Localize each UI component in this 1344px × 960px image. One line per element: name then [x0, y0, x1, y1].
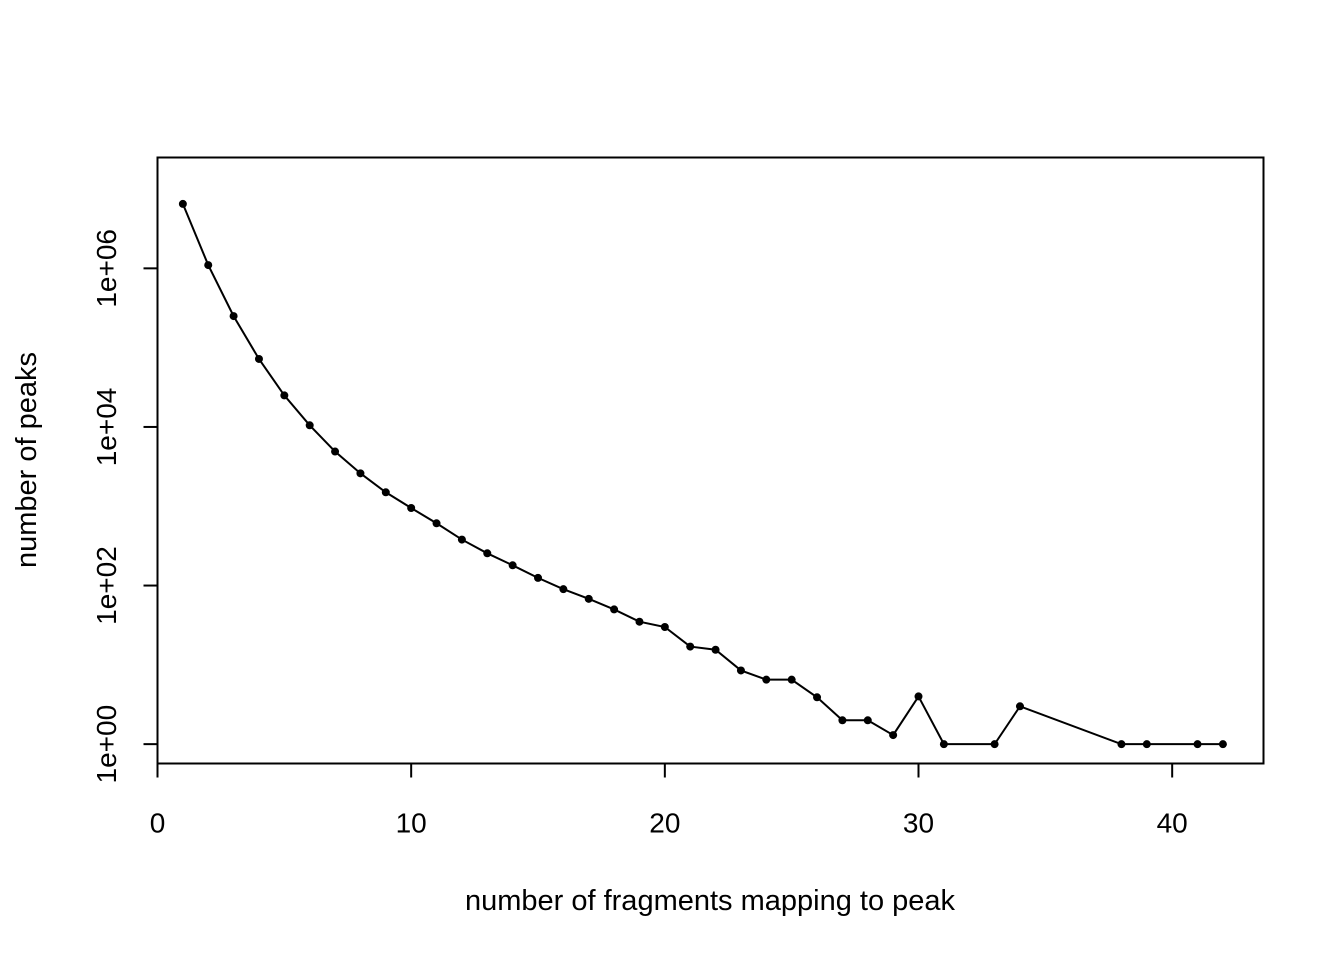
x-tick-label: 40 [1157, 808, 1188, 839]
data-point [838, 716, 847, 725]
data-point [939, 740, 948, 749]
data-point [457, 535, 466, 544]
data-point [204, 261, 213, 270]
data-point [229, 312, 238, 321]
y-tick-label: 1e+06 [91, 229, 122, 308]
data-point [178, 199, 187, 208]
data-point [584, 594, 593, 603]
data-point [1015, 702, 1024, 711]
data-point [635, 617, 644, 626]
y-tick-label: 1e+04 [91, 388, 122, 467]
data-point [483, 549, 492, 558]
data-point [381, 488, 390, 497]
data-point [356, 469, 365, 478]
data-point [863, 716, 872, 725]
y-axis: 1e+00 1e+02 1e+04 1e+06 [91, 229, 159, 784]
data-point [1193, 740, 1202, 749]
x-tick-label: 0 [150, 808, 166, 839]
data-point [736, 666, 745, 675]
data-point [1142, 740, 1151, 749]
data-point [1117, 740, 1126, 749]
data-point [305, 421, 314, 430]
data-point [787, 675, 796, 684]
data-point [534, 573, 543, 582]
data-point [432, 519, 441, 528]
data-point [331, 447, 340, 456]
data-point [610, 605, 619, 614]
x-tick-label: 20 [649, 808, 680, 839]
data-point [1218, 740, 1227, 749]
data-point [914, 692, 923, 701]
data-point [711, 645, 720, 654]
x-axis: 0 10 20 30 40 [150, 762, 1188, 839]
y-axis-title: number of peaks [11, 352, 43, 568]
series-line [181, 203, 1223, 746]
data-point [407, 504, 416, 513]
data-point [559, 585, 568, 594]
y-tick-label: 1e+02 [91, 546, 122, 625]
y-tick-label: 1e+00 [91, 705, 122, 784]
data-point [762, 675, 771, 684]
data-point [508, 561, 517, 570]
data-point [889, 731, 898, 740]
data-point [686, 642, 695, 651]
series-layer [178, 199, 1227, 749]
data-point [813, 693, 822, 702]
data-point [280, 391, 289, 400]
data-point [254, 354, 263, 363]
x-tick-label: 30 [903, 808, 934, 839]
x-axis-title: number of fragments mapping to peak [465, 885, 956, 917]
x-tick-label: 10 [396, 808, 427, 839]
data-point [660, 623, 669, 632]
data-point [990, 740, 999, 749]
plot-frame [156, 156, 1265, 765]
